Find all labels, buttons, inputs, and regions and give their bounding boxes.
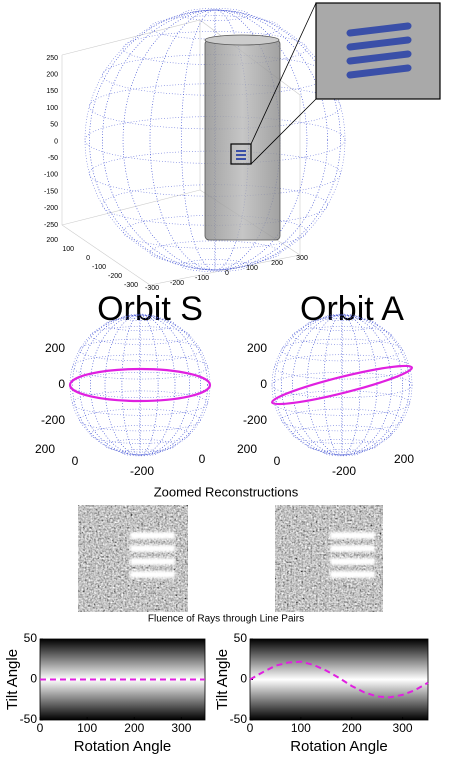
x-tick-label: 100 [291, 721, 311, 735]
sphere [70, 314, 210, 456]
y-tick-label: 0 [274, 454, 281, 468]
z-tick-label: 250 [46, 55, 58, 62]
x-tick-label: 200 [342, 721, 362, 735]
x-tick-label: 100 [62, 246, 74, 253]
x-tick-label: -200 [108, 273, 122, 280]
meridian [140, 315, 141, 455]
section-title: Zoomed Reconstructions [154, 484, 299, 499]
x-tick-label: -100 [92, 264, 106, 271]
z-tick-label: 0 [54, 138, 58, 145]
cylinder-top [205, 35, 279, 45]
meridian [281, 315, 402, 455]
y-tick-label: 0 [240, 672, 247, 686]
x-axis-label: Rotation Angle [290, 738, 388, 755]
x-tick-label: 200 [124, 721, 144, 735]
meridian [79, 315, 200, 455]
z-tick-label: 100 [46, 105, 58, 112]
latitude [72, 391, 207, 415]
reconstruction [78, 505, 188, 612]
orbit [70, 369, 210, 401]
meridian [105, 315, 175, 455]
meridian [293, 315, 392, 455]
z-tick-label: -100 [44, 172, 58, 179]
z-tick-label: -50 [48, 155, 58, 162]
meridian [105, 315, 175, 455]
x-axis-label: Rotation Angle [74, 738, 172, 755]
x-tick-label: 100 [77, 721, 97, 735]
meridian [72, 315, 207, 455]
y-tick-label: -100 [195, 275, 209, 282]
orbit-title: Orbit A [300, 290, 404, 328]
y-tick-label: -50 [20, 712, 38, 726]
z-tick-label: -250 [44, 222, 58, 229]
plot-area [250, 639, 428, 720]
meridian [342, 315, 343, 455]
z-tick-label: 0 [260, 377, 267, 391]
meridian [272, 315, 412, 455]
meridian [307, 315, 377, 455]
cylinder [205, 40, 280, 240]
meridian [122, 315, 158, 455]
x-tick-label: 0 [199, 452, 206, 466]
x-tick-label: -200 [332, 464, 356, 478]
x-tick-label: -300 [124, 282, 138, 289]
z-tick-label: -200 [243, 413, 267, 427]
z-tick-label: -200 [44, 205, 58, 212]
orbit-title: Orbit S [97, 290, 203, 328]
page: {"top_plot": {"z_ticks": [250, 200, 150,… [0, 0, 453, 761]
sphere [272, 314, 412, 456]
inset [316, 3, 440, 99]
z-tick-label: 200 [247, 341, 267, 355]
latitude [91, 426, 190, 444]
x-tick-label: 300 [393, 721, 413, 735]
y-tick-label: 50 [24, 631, 38, 645]
y-tick-label: 0 [72, 454, 79, 468]
x-tick-label: 200 [46, 237, 58, 244]
z-tick-label: 200 [46, 72, 58, 79]
y-axis-label: Tilt Angle [4, 649, 21, 710]
orbit [270, 360, 414, 410]
y-axis-label: Tilt Angle [214, 649, 231, 710]
z-tick-label: 0 [58, 377, 65, 391]
meridian [91, 315, 190, 455]
meridian [307, 315, 377, 455]
y-tick-label: 200 [35, 442, 55, 456]
y-tick-label: 300 [296, 255, 308, 262]
x-tick-label: 0 [86, 255, 90, 262]
y-tick-label: 200 [237, 442, 257, 456]
meridian [79, 315, 200, 455]
y-tick-label: -200 [170, 280, 184, 287]
x-tick-label: 300 [171, 721, 191, 735]
meridian [281, 315, 402, 455]
meridian [274, 315, 409, 455]
x-tick-label: 0 [247, 721, 254, 735]
meridian [293, 315, 392, 455]
section-title: Fluence of Rays through Line Pairs [148, 614, 304, 625]
x-tick-label: 0 [37, 721, 44, 735]
z-tick-label: 50 [50, 122, 58, 129]
latitude [293, 426, 392, 444]
reconstruction [275, 505, 383, 612]
y-tick-label: 0 [225, 270, 229, 277]
z-tick-label: 150 [46, 88, 58, 95]
meridian [72, 315, 207, 455]
z-tick-label: 200 [45, 341, 65, 355]
z-tick-label: -150 [44, 188, 58, 195]
meridian [274, 315, 409, 455]
z-tick-label: -200 [41, 413, 65, 427]
x-tick-label: 200 [394, 452, 414, 466]
meridian [324, 315, 360, 455]
y-tick-label: -300 [145, 285, 159, 292]
y-tick-label: -50 [230, 712, 248, 726]
meridian [91, 315, 190, 455]
latitude [72, 355, 207, 379]
y-tick-label: 50 [234, 631, 248, 645]
figure: Orbit S Orbit A Zoomed Reconstructions F… [0, 0, 453, 761]
y-tick-label: 100 [246, 265, 258, 272]
meridian [70, 315, 210, 455]
tiny-bars [236, 150, 246, 160]
y-tick-label: 200 [271, 260, 283, 267]
y-tick-label: 0 [30, 672, 37, 686]
x-tick-label: -200 [130, 464, 154, 478]
